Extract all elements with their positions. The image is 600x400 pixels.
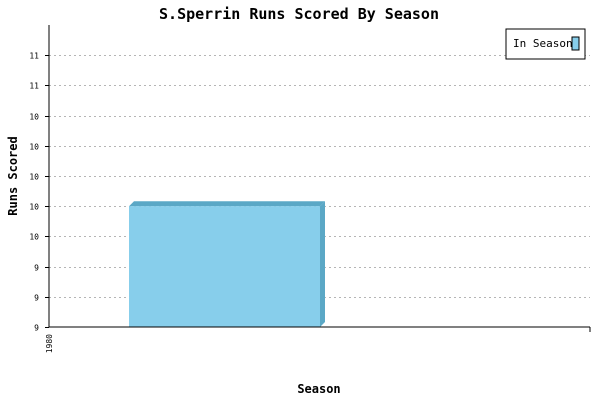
legend-label: In Season [513,37,573,50]
bar-side [320,201,325,327]
x-ticks: 1980 [45,334,54,353]
chart-title: S.Sperrin Runs Scored By Season [159,5,439,23]
y-tick-label: 10 [29,143,39,152]
y-tick-label: 10 [29,173,39,182]
x-tick-label: 1980 [45,334,54,353]
x-axis-title: Season [297,382,340,396]
y-tick-label: 9 [34,324,39,333]
y-tick-label: 10 [29,233,39,242]
y-tick-label: 10 [29,113,39,122]
bar [129,206,320,327]
bar-top [129,201,325,207]
y-tick-label: 11 [29,52,39,61]
y-tick-label: 9 [34,294,39,303]
y-axis-title: Runs Scored [6,136,20,215]
y-tick-label: 11 [29,82,39,91]
legend: In Season [505,28,586,60]
bars [129,201,325,327]
y-ticks: 9 9 9 10 10 10 10 10 11 11 [29,52,49,333]
legend-swatch [571,36,580,51]
y-tick-label: 9 [34,264,39,273]
y-tick-label: 10 [29,203,39,212]
